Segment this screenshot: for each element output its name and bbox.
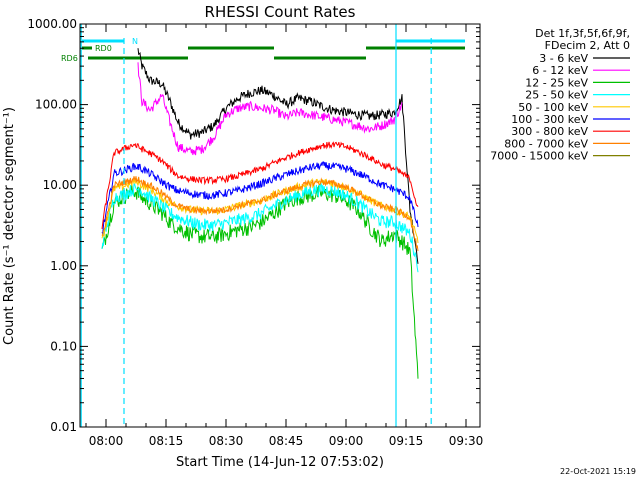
y-tick-label: 0.10	[50, 339, 77, 353]
series-line-3	[101, 181, 419, 273]
legend-header-line-1: Det 1f,3f,5f,6f,9f,	[535, 27, 630, 40]
y-axis-ticks: 0.01 0.10 1.00 10.00 100.00 1000.00	[27, 17, 480, 434]
y-tick-label: 10.00	[43, 178, 77, 192]
legend-entry-label: 50 - 100 keV	[518, 101, 588, 114]
y-axis-label: Count Rate (s⁻¹ detector segment⁻¹)	[2, 107, 17, 345]
n-label: N	[132, 37, 138, 46]
x-tick-label: 09:30	[449, 434, 484, 448]
chart-title: RHESSI Count Rates	[205, 3, 356, 21]
series-line-0	[137, 48, 419, 264]
y-tick-label: 0.01	[50, 420, 77, 434]
series-line-7	[101, 176, 419, 252]
x-tick-label: 08:00	[89, 434, 124, 448]
legend-entry-label: 800 - 7000 keV	[504, 137, 588, 150]
x-tick-label: 08:15	[149, 434, 184, 448]
legend-entry-label: 7000 - 15000 keV	[490, 150, 588, 163]
series-line-2	[101, 184, 419, 379]
series-line-6	[101, 141, 419, 229]
legend-entry-label: 3 - 6 keV	[539, 52, 588, 65]
y-tick-label: 1.00	[50, 259, 77, 273]
x-tick-label: 08:45	[269, 434, 304, 448]
x-axis-ticks: 08:00 08:15 08:30 08:45 09:00 09:15 09:30	[85, 24, 484, 448]
legend: Det 1f,3f,5f,6f,9f, FDecim 2, Att 0 3 - …	[490, 27, 630, 163]
series-group	[101, 48, 419, 379]
rd0-label: RD0	[95, 44, 112, 53]
series-line-4	[101, 177, 419, 244]
series-line-5	[101, 161, 419, 236]
legend-entry-label: 6 - 12 keV	[532, 64, 588, 77]
vertical-markers	[80, 24, 432, 427]
legend-header-line-2: FDecim 2, Att 0	[545, 39, 630, 52]
x-tick-label: 09:00	[329, 434, 364, 448]
x-tick-label: 08:30	[209, 434, 244, 448]
x-axis-label: Start Time (14-Jun-12 07:53:02)	[176, 455, 384, 470]
x-tick-label: 09:15	[389, 434, 424, 448]
y-tick-label: 100.00	[35, 98, 77, 112]
legend-entry-label: 100 - 300 keV	[511, 113, 588, 126]
plot-frame	[79, 23, 481, 428]
series-line-1	[137, 62, 403, 156]
state-bars: RD0 RD6 N	[61, 37, 465, 63]
rd6-label: RD6	[61, 54, 78, 63]
legend-entry-label: 300 - 800 keV	[511, 125, 588, 138]
y-tick-label: 1000.00	[27, 17, 77, 31]
footer-timestamp: 22-Oct-2021 15:19	[560, 467, 636, 476]
legend-entry-label: 25 - 50 keV	[525, 89, 588, 102]
legend-entry-label: 12 - 25 keV	[525, 76, 588, 89]
